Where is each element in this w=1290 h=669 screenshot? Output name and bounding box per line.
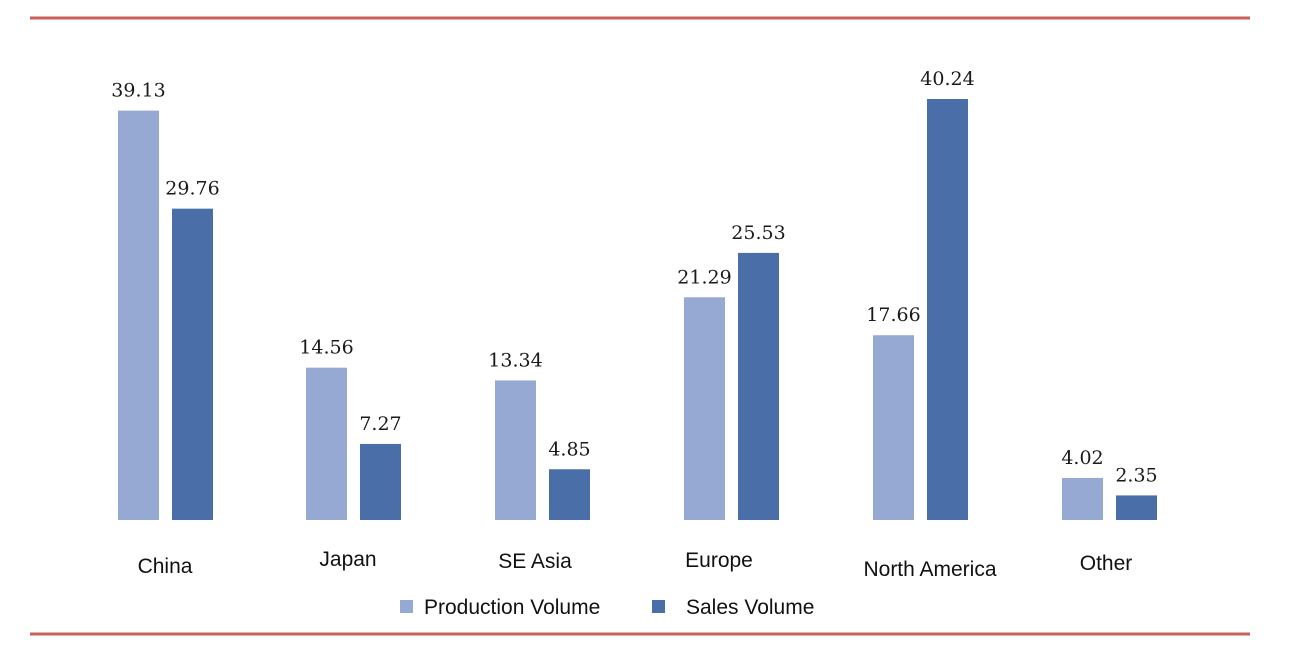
legend: Production Volume Sales Volume bbox=[400, 596, 814, 619]
legend-swatch-sales-volume bbox=[652, 600, 665, 613]
value-label-sales-volume-japan: 7.27 bbox=[359, 413, 401, 435]
bar-production-volume-se-asia bbox=[495, 380, 536, 520]
bar-sales-volume-se-asia bbox=[549, 469, 590, 520]
value-label-production-volume-north-america: 17.66 bbox=[866, 304, 920, 326]
value-label-sales-volume-north-america: 40.24 bbox=[920, 68, 974, 90]
bar-sales-volume-europe bbox=[738, 252, 779, 520]
bar-sales-volume-north-america bbox=[927, 99, 968, 520]
bar-sales-volume-china bbox=[172, 208, 213, 520]
legend-label-sales-volume: Sales Volume bbox=[686, 596, 814, 619]
value-label-sales-volume-china: 29.76 bbox=[165, 178, 219, 200]
category-label-japan: Japan bbox=[319, 548, 376, 571]
value-label-production-volume-japan: 14.56 bbox=[299, 337, 353, 359]
category-label-se-asia: SE Asia bbox=[498, 550, 572, 573]
bar-production-volume-north-america bbox=[873, 335, 914, 520]
bars-layer bbox=[118, 99, 1157, 521]
category-label-other: Other bbox=[1080, 552, 1133, 575]
category-label-china: China bbox=[138, 555, 193, 578]
category-label-europe: Europe bbox=[685, 549, 753, 572]
value-label-production-volume-other: 4.02 bbox=[1061, 447, 1103, 469]
bar-production-volume-europe bbox=[684, 297, 725, 520]
value-label-sales-volume-europe: 25.53 bbox=[731, 222, 785, 244]
value-label-production-volume-se-asia: 13.34 bbox=[488, 349, 542, 371]
bar-production-volume-japan bbox=[306, 367, 347, 520]
value-label-sales-volume-se-asia: 4.85 bbox=[548, 438, 590, 460]
legend-label-production-volume: Production Volume bbox=[424, 596, 600, 619]
bar-production-volume-other bbox=[1062, 477, 1103, 520]
bar-sales-volume-japan bbox=[360, 443, 401, 520]
value-label-production-volume-china: 39.13 bbox=[111, 80, 165, 102]
category-labels-layer: China Japan SE Asia Europe North America Othe… bbox=[138, 548, 1133, 581]
bar-sales-volume-other bbox=[1116, 495, 1157, 520]
value-label-production-volume-europe: 21.29 bbox=[677, 266, 731, 288]
value-label-sales-volume-other: 2.35 bbox=[1115, 464, 1157, 486]
category-label-north-america: North America bbox=[863, 558, 996, 581]
legend-swatch-production-volume bbox=[400, 600, 413, 613]
bar-production-volume-china bbox=[118, 110, 159, 521]
